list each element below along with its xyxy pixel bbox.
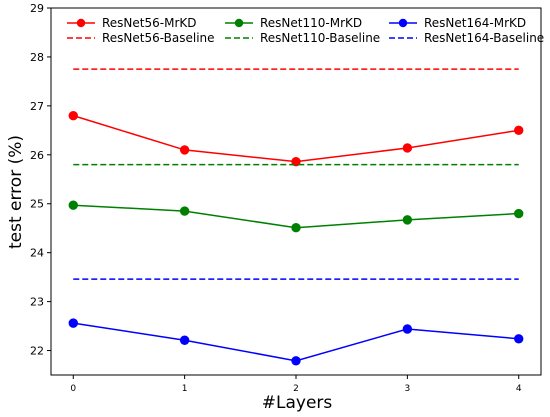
y-tick-label: 25: [30, 198, 44, 211]
legend-marker: [76, 18, 86, 28]
data-point-resnet110-mrkd: [514, 208, 524, 219]
series-line-resnet164-mrkd: [73, 322, 519, 362]
legend-item-resnet56-mrkd: ResNet56-MrKD: [67, 16, 197, 30]
series-line-resnet56-mrkd: [73, 114, 519, 163]
series-resnet164-mrkd: [68, 318, 524, 366]
x-axis-label: #Layers: [262, 393, 333, 413]
x-tick-label: 0: [70, 384, 76, 394]
x-tick-label: 1: [182, 384, 188, 394]
series-resnet56-mrkd: [68, 110, 524, 167]
data-point-resnet56-mrkd: [402, 143, 413, 153]
y-tick-label: 27: [30, 100, 44, 113]
x-tick-label: 3: [404, 384, 410, 394]
legend-marker: [398, 18, 408, 28]
x-tick-label: 2: [293, 384, 299, 394]
legend-label: ResNet56-MrKD: [102, 16, 197, 30]
legend-item-resnet56-baseline: ResNet56-Baseline: [67, 31, 215, 45]
data-point-resnet56-mrkd: [68, 110, 78, 121]
data-point-resnet56-mrkd: [179, 145, 190, 155]
data-point-resnet164-mrkd: [402, 324, 413, 334]
data-point-resnet56-mrkd: [291, 156, 301, 167]
legend-item-resnet164-mrkd: ResNet164-MrKD: [389, 16, 526, 30]
data-point-resnet110-mrkd: [402, 215, 413, 225]
data-point-resnet110-mrkd: [179, 206, 190, 216]
legend-item-resnet164-baseline: ResNet164-Baseline: [389, 31, 544, 45]
legend-label: ResNet164-Baseline: [424, 31, 544, 45]
legend-label: ResNet110-MrKD: [260, 16, 362, 30]
legend-item-resnet110-mrkd: ResNet110-MrKD: [225, 16, 362, 30]
y-tick-label: 29: [30, 2, 44, 15]
y-tick-label: 24: [30, 247, 44, 260]
data-point-resnet164-mrkd: [291, 356, 301, 366]
y-tick-label: 23: [30, 296, 44, 309]
y-tick-label: 26: [30, 149, 44, 162]
data-point-resnet164-mrkd: [68, 318, 78, 328]
plot-frame: [50, 7, 542, 376]
data-point-resnet110-mrkd: [68, 200, 78, 210]
legend-item-resnet110-baseline: ResNet110-Baseline: [225, 31, 380, 45]
data-point-resnet110-mrkd: [291, 223, 301, 233]
series-resnet110-mrkd: [68, 200, 524, 233]
legend-label: ResNet56-Baseline: [102, 31, 215, 45]
data-point-resnet56-mrkd: [514, 125, 524, 136]
data-point-resnet164-mrkd: [179, 335, 190, 345]
y-tick-label: 28: [30, 51, 44, 64]
series-layer: [68, 68, 524, 366]
legend-label: ResNet110-Baseline: [260, 31, 380, 45]
y-tick-label: 22: [30, 345, 44, 358]
x-tick-label: 4: [516, 384, 522, 394]
plot-border: [50, 7, 542, 376]
data-point-resnet164-mrkd: [514, 334, 524, 344]
legend-label: ResNet164-MrKD: [424, 16, 526, 30]
legend-marker: [234, 18, 244, 28]
y-axis-label: test error (%): [6, 135, 26, 249]
